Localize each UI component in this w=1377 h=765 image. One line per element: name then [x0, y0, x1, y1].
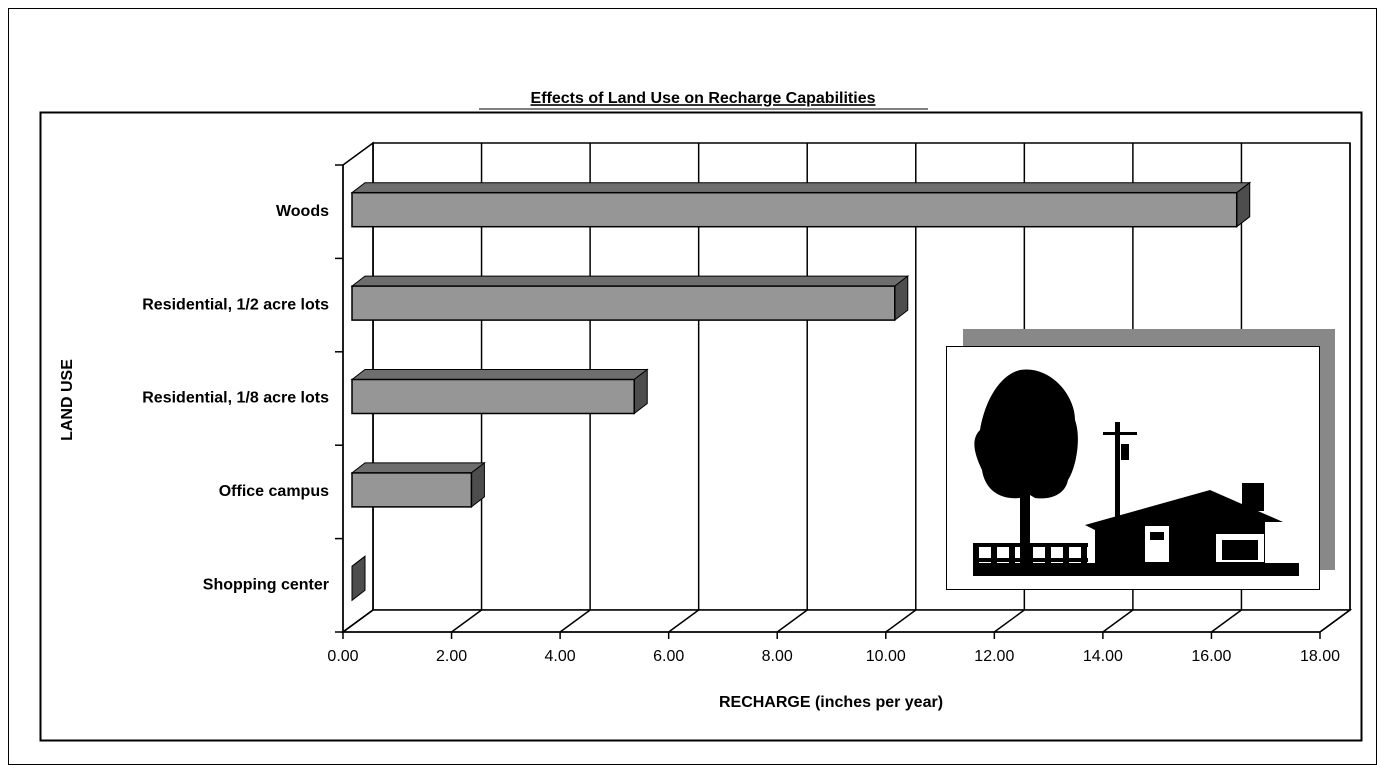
chart-title: Effects of Land Use on Recharge Capabili… — [531, 90, 876, 107]
car — [1222, 540, 1258, 560]
y-tick-label: Woods — [276, 203, 329, 220]
bar — [352, 183, 1250, 227]
x-tick-label: 12.00 — [974, 648, 1014, 665]
y-tick-label: Office campus — [219, 483, 329, 500]
x-axis-title: RECHARGE (inches per year) — [719, 694, 943, 711]
bar-front — [352, 193, 1237, 227]
bar-top — [352, 370, 647, 380]
x-tick-label: 6.00 — [653, 648, 684, 665]
chart: Effects of Land Use on Recharge Capabili… — [0, 0, 1377, 765]
x-tick-label: 18.00 — [1300, 648, 1340, 665]
bar-front — [352, 380, 634, 414]
y-tick-label: Shopping center — [203, 577, 329, 594]
y-axis-title: LAND USE — [59, 359, 76, 441]
door-window — [1150, 532, 1164, 540]
ground — [973, 563, 1299, 576]
x-tick-label: 0.00 — [327, 648, 358, 665]
transformer — [1121, 444, 1129, 460]
bar — [352, 370, 647, 414]
bar-top — [352, 463, 484, 473]
y-tick-label: Residential, 1/2 acre lots — [142, 296, 329, 313]
bar-top — [352, 276, 908, 286]
bar — [352, 276, 908, 320]
pole-arm — [1103, 432, 1137, 435]
x-tick-label: 16.00 — [1191, 648, 1231, 665]
bar-front — [352, 473, 471, 507]
chimney — [1242, 483, 1264, 511]
illustration — [947, 329, 1336, 590]
door — [1145, 526, 1169, 562]
bar — [352, 463, 484, 507]
x-tick-label: 10.00 — [866, 648, 906, 665]
bar-front — [352, 286, 895, 320]
x-tick-label: 8.00 — [762, 648, 793, 665]
x-tick-label: 2.00 — [436, 648, 467, 665]
x-tick-label: 4.00 — [545, 648, 576, 665]
x-tick-label: 14.00 — [1083, 648, 1123, 665]
bar-top — [352, 183, 1250, 193]
floor — [343, 610, 1350, 632]
y-tick-label: Residential, 1/8 acre lots — [142, 390, 329, 407]
